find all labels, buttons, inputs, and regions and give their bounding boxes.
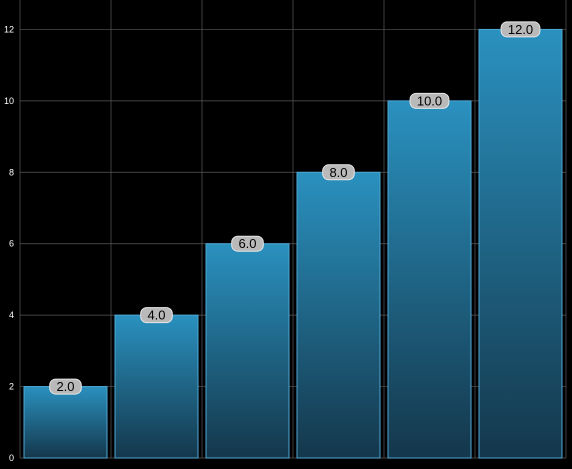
bars bbox=[23, 28, 563, 459]
data-label: 12.0 bbox=[508, 22, 533, 37]
y-tick-label: 8 bbox=[9, 167, 14, 177]
bar[interactable] bbox=[205, 243, 290, 459]
bar[interactable] bbox=[23, 386, 108, 459]
data-label: 4.0 bbox=[147, 308, 165, 323]
data-label-box bbox=[231, 235, 264, 252]
y-tick-label: 4 bbox=[9, 310, 14, 320]
data-labels: 2.0 4.0 6.0 8.0 10.0 12.0 bbox=[49, 21, 541, 395]
bar[interactable] bbox=[387, 100, 472, 459]
data-label-box bbox=[322, 164, 355, 181]
data-label: 2.0 bbox=[56, 379, 74, 394]
data-label-box bbox=[500, 21, 541, 38]
y-tick-label: 0 bbox=[9, 453, 14, 463]
data-label-box bbox=[140, 307, 173, 324]
data-label-box bbox=[49, 378, 82, 395]
y-axis-ticks: 0 2 4 6 8 10 12 bbox=[4, 24, 14, 463]
data-label-box bbox=[409, 92, 450, 109]
y-tick-label: 2 bbox=[9, 382, 14, 392]
data-label: 8.0 bbox=[329, 165, 347, 180]
bar[interactable] bbox=[114, 314, 199, 459]
y-tick-label: 10 bbox=[4, 96, 14, 106]
y-tick-label: 6 bbox=[9, 239, 14, 249]
grid bbox=[19, 0, 567, 459]
data-label: 6.0 bbox=[238, 236, 256, 251]
bar[interactable] bbox=[478, 28, 563, 459]
y-tick-label: 12 bbox=[4, 24, 14, 34]
data-label: 10.0 bbox=[417, 93, 442, 108]
bar[interactable] bbox=[296, 171, 381, 459]
